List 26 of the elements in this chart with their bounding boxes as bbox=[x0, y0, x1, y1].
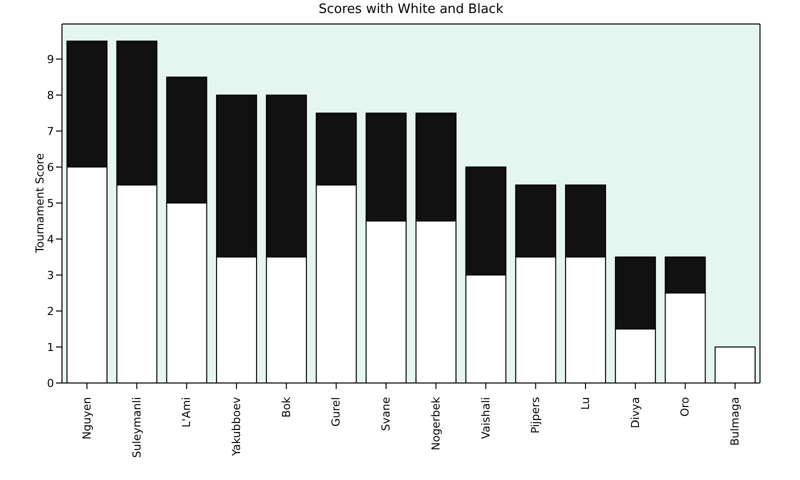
x-tick-label: Suleymanli bbox=[130, 397, 144, 458]
x-tick-label: Oro bbox=[678, 396, 692, 417]
y-tick-label: 3 bbox=[47, 268, 54, 282]
x-tick-label: Yakubboev bbox=[230, 396, 243, 457]
y-tick-label: 5 bbox=[47, 196, 54, 210]
x-tick-label: Gurel bbox=[330, 397, 343, 427]
y-tick-label: 8 bbox=[47, 88, 54, 102]
y-tick-label: 4 bbox=[47, 232, 54, 246]
x-tick-label: Divya bbox=[628, 397, 642, 428]
y-axis-title: Tournament Score bbox=[34, 153, 46, 253]
x-tick-label: Pijpers bbox=[529, 396, 542, 434]
x-tick-label: Bulmaga bbox=[728, 397, 742, 446]
x-tick-label: Svane bbox=[380, 396, 393, 431]
x-tick-label: Vaishali bbox=[479, 397, 492, 440]
y-tick-label: 6 bbox=[47, 160, 54, 174]
x-tick-label: L'Ami bbox=[180, 397, 194, 428]
x-tick-label: Lu bbox=[579, 397, 592, 410]
y-tick-label: 9 bbox=[47, 52, 54, 66]
y-tick-label: 2 bbox=[47, 304, 54, 318]
x-tick-label: Nguyen bbox=[80, 396, 94, 440]
x-tick-label: Nogerbek bbox=[429, 396, 442, 450]
x-tick-label: Bok bbox=[280, 396, 293, 418]
chart-title: Scores with White and Black bbox=[318, 2, 504, 17]
y-tick-label: 0 bbox=[47, 376, 54, 390]
y-tick-label: 1 bbox=[47, 340, 54, 354]
y-tick-label: 7 bbox=[47, 124, 54, 138]
